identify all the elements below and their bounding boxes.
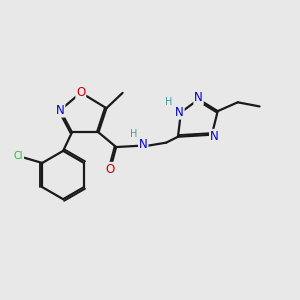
Text: Cl: Cl: [14, 151, 23, 161]
Text: N: N: [194, 92, 203, 104]
Text: N: N: [139, 139, 148, 152]
Text: O: O: [106, 163, 115, 176]
Text: H: H: [130, 129, 137, 140]
Text: O: O: [76, 86, 86, 99]
Text: H: H: [165, 97, 172, 107]
Text: N: N: [210, 130, 219, 143]
Text: N: N: [175, 106, 184, 119]
Text: N: N: [56, 104, 64, 117]
